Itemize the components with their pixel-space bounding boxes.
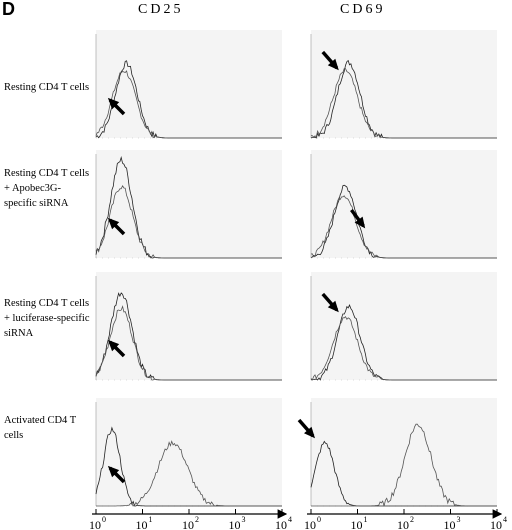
x-tick-exponent: 0: [102, 515, 106, 524]
row-label-luciferase-sirna: Resting CD4 T cells + luciferase-specifi…: [4, 298, 90, 339]
x-tick-exponent: 2: [410, 515, 414, 524]
histogram-panel: [310, 272, 497, 381]
histogram-series: [310, 316, 497, 381]
panel-background: [311, 272, 497, 380]
x-tick-label: 10: [136, 518, 148, 530]
x-tick-label: 10: [351, 518, 363, 530]
histogram-series: [95, 184, 282, 259]
x-tick-label: 10: [304, 518, 316, 530]
arrow-icon: [107, 217, 120, 230]
x-tick-exponent: 4: [288, 515, 292, 524]
histogram-series: [311, 423, 497, 507]
histogram-series: [95, 70, 282, 139]
x-axis: 10 0 10 1 10 2 10 3 10 4: [304, 509, 507, 530]
histogram-series: [96, 440, 282, 507]
x-tick-exponent: 2: [195, 515, 199, 524]
panel-background: [311, 398, 497, 506]
row-label-resting: Resting CD4 T cells: [4, 82, 90, 93]
column-header-cd25: CD25: [138, 2, 184, 17]
panel-background: [96, 272, 282, 380]
panel-background: [96, 150, 282, 258]
x-tick-exponent: 1: [149, 515, 153, 524]
histogram-panel: [310, 30, 497, 139]
x-tick-exponent: 0: [317, 515, 321, 524]
histogram-panel: [95, 150, 282, 259]
x-tick-label: 10: [182, 518, 194, 530]
arrow-icon: [327, 300, 339, 313]
column-header-cd69: CD69: [340, 2, 386, 17]
x-tick-exponent: 1: [364, 515, 368, 524]
arrow-icon: [327, 58, 339, 71]
x-tick-label: 10: [89, 518, 101, 530]
panel-background: [96, 30, 282, 138]
histogram-series: [95, 305, 282, 381]
x-axis: 10 0 10 1 10 2 10 3 10 4: [89, 509, 292, 530]
arrow-icon: [107, 465, 120, 478]
histogram-panel: [95, 398, 282, 507]
panel-background: [96, 398, 282, 506]
histogram-panel: [95, 272, 282, 381]
panel-background: [311, 150, 497, 258]
histogram-panel: [95, 30, 282, 139]
x-tick-exponent: 3: [242, 515, 246, 524]
arrow-icon: [304, 426, 315, 439]
arrow-icon: [354, 216, 366, 229]
histogram-panel: [310, 150, 497, 259]
histogram-series: [310, 195, 497, 259]
arrow-icon: [107, 339, 120, 352]
x-tick-label: 10: [444, 518, 456, 530]
panel-letter: D: [2, 0, 15, 19]
histogram-panel: [297, 398, 497, 507]
x-tick-exponent: 3: [457, 515, 461, 524]
x-tick-exponent: 4: [503, 515, 507, 524]
row-label-activated: Activated CD4 T cells: [4, 415, 76, 441]
x-tick-label: 10: [397, 518, 409, 530]
x-tick-label: 10: [490, 518, 502, 530]
row-label-apobec3g-sirna: Resting CD4 T cells + Apobec3G-specific …: [4, 168, 90, 209]
x-tick-label: 10: [229, 518, 241, 530]
x-tick-label: 10: [275, 518, 287, 530]
panel-background: [311, 30, 497, 138]
histogram-series: [311, 68, 497, 139]
arrow-icon: [107, 97, 120, 110]
